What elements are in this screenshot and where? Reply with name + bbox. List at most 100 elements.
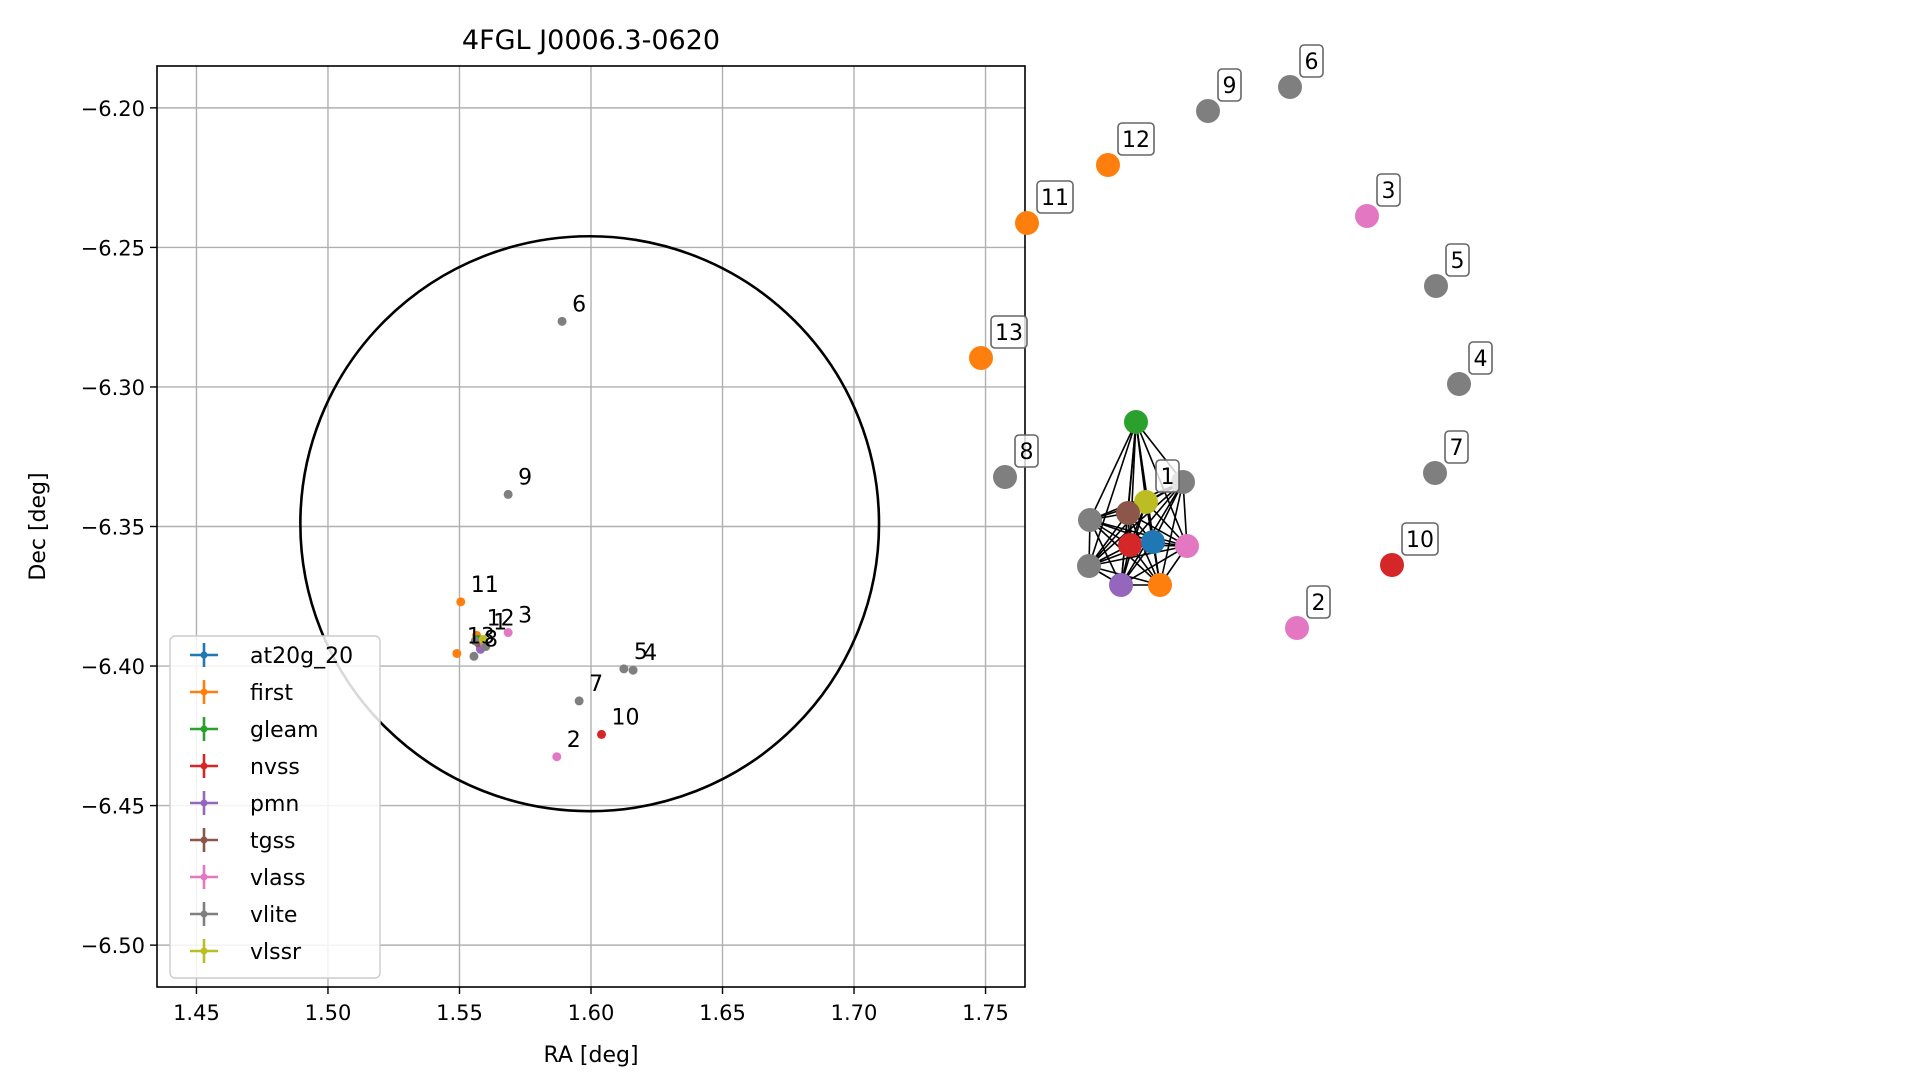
legend-box bbox=[169, 635, 381, 979]
graph-node bbox=[1015, 211, 1039, 235]
scatter-plot: 1.45 1.50 1.55 1.60 1.65 1.70 1.75 −6.20 −6.25 −6… bbox=[26, 25, 1026, 1068]
graph-node bbox=[1285, 616, 1309, 640]
graph-node bbox=[1447, 372, 1471, 396]
graph-edge bbox=[1089, 421, 1137, 521]
graph-edge bbox=[1120, 545, 1188, 586]
data-point-vlite bbox=[619, 664, 629, 674]
graph-node bbox=[1380, 553, 1404, 577]
point-label: 7 bbox=[589, 672, 603, 697]
legend-marker-dot bbox=[200, 799, 208, 807]
node-label-box bbox=[1468, 341, 1493, 375]
point-label: 11 bbox=[471, 573, 499, 598]
graph-node bbox=[1118, 533, 1142, 557]
graph-edge bbox=[1159, 481, 1184, 586]
node-label: 1 bbox=[1161, 465, 1175, 490]
graph-node bbox=[1077, 554, 1101, 578]
point-label: 2 bbox=[567, 728, 581, 753]
node-label-box bbox=[1299, 44, 1324, 78]
graph-node bbox=[1116, 501, 1140, 525]
x-tick-label: 1.65 bbox=[699, 1001, 746, 1025]
y-tick-label: −6.45 bbox=[81, 795, 145, 819]
chart-title: 4FGL J0006.3-0620 bbox=[462, 25, 720, 56]
y-tick-label: −6.50 bbox=[81, 934, 145, 958]
y-tick-label: −6.20 bbox=[81, 97, 145, 121]
data-point-vlite bbox=[469, 651, 479, 661]
x-tick-label: 1.60 bbox=[568, 1001, 615, 1025]
node-label: 7 bbox=[1450, 436, 1464, 461]
graph-node bbox=[1148, 573, 1172, 597]
graph-node bbox=[1141, 530, 1165, 554]
graph-edge bbox=[1089, 519, 1122, 586]
graph-node bbox=[1424, 274, 1448, 298]
node-label-box bbox=[1306, 585, 1331, 619]
data-point-vlssr bbox=[478, 635, 488, 645]
point-label: 3 bbox=[518, 604, 532, 629]
legend-label-nvss: nvss bbox=[250, 755, 300, 780]
legend-marker-dot bbox=[200, 873, 208, 881]
graph-node bbox=[1175, 534, 1199, 558]
point-label: 10 bbox=[612, 705, 640, 730]
legend-label-at20g_20: at20g_20 bbox=[250, 644, 353, 669]
legend-marker-dot bbox=[200, 836, 208, 844]
node-label-box bbox=[1155, 459, 1180, 493]
graph-node bbox=[1124, 410, 1148, 434]
node-label: 13 bbox=[995, 321, 1023, 346]
node-label-box bbox=[1217, 68, 1242, 102]
x-tick-label: 1.75 bbox=[962, 1001, 1009, 1025]
node-label: 8 bbox=[1020, 440, 1034, 465]
node-label-box bbox=[990, 315, 1028, 349]
point-label: 5 bbox=[634, 640, 648, 665]
data-point-vlass bbox=[503, 628, 513, 638]
data-point-nvss bbox=[597, 729, 607, 739]
graph-node bbox=[1134, 490, 1158, 514]
x-tick-label: 1.70 bbox=[831, 1001, 878, 1025]
graph-edge bbox=[1088, 421, 1137, 567]
point-label: 6 bbox=[572, 292, 586, 317]
data-point-vlite bbox=[481, 642, 491, 652]
legend-marker-dot bbox=[200, 688, 208, 696]
x-axis-label: RA [deg] bbox=[543, 1043, 638, 1068]
node-label-box bbox=[1444, 430, 1469, 464]
graph-node bbox=[993, 465, 1017, 489]
node-label: 4 bbox=[1474, 347, 1488, 372]
y-tick-label: −6.35 bbox=[81, 516, 145, 540]
legend-label-vlite: vlite bbox=[250, 903, 297, 928]
data-point-vlite bbox=[557, 316, 567, 326]
legend-label-pmn: pmn bbox=[250, 792, 299, 817]
y-axis-label: Dec [deg] bbox=[26, 472, 51, 580]
node-label-box bbox=[1117, 122, 1155, 156]
y-tick-label: −6.25 bbox=[81, 236, 145, 260]
legend-marker-dot bbox=[200, 910, 208, 918]
node-label: 5 bbox=[1451, 249, 1465, 274]
node-label: 10 bbox=[1406, 528, 1434, 553]
point-label: 4 bbox=[643, 641, 657, 666]
graph-node bbox=[1423, 461, 1447, 485]
graph-node bbox=[1278, 75, 1302, 99]
node-label-box bbox=[1036, 180, 1074, 214]
node-label-box bbox=[1445, 243, 1470, 277]
node-label: 2 bbox=[1312, 591, 1326, 616]
legend-marker-dot bbox=[200, 725, 208, 733]
data-point-vlite bbox=[574, 696, 584, 706]
legend-label-vlass: vlass bbox=[250, 866, 306, 891]
node-label: 9 bbox=[1223, 74, 1237, 99]
point-label: 13 bbox=[467, 624, 495, 649]
legend-marker-dot bbox=[200, 762, 208, 770]
legend-marker-dot bbox=[200, 947, 208, 955]
graph-edge bbox=[1088, 545, 1188, 567]
data-point-first bbox=[452, 648, 462, 658]
node-label-box bbox=[1376, 173, 1401, 207]
legend-label-gleam: gleam bbox=[250, 718, 319, 743]
legend-marker-dot bbox=[200, 651, 208, 659]
point-label: 8 bbox=[484, 627, 498, 652]
node-label: 11 bbox=[1041, 186, 1069, 211]
x-tick-label: 1.45 bbox=[173, 1001, 220, 1025]
legend-label-tgss: tgss bbox=[250, 829, 296, 854]
x-tick-label: 1.55 bbox=[436, 1001, 483, 1025]
x-tick-label: 1.50 bbox=[305, 1001, 352, 1025]
graph-edge bbox=[1089, 519, 1188, 547]
uncertainty-circle bbox=[299, 234, 881, 813]
graph-node bbox=[969, 346, 993, 370]
